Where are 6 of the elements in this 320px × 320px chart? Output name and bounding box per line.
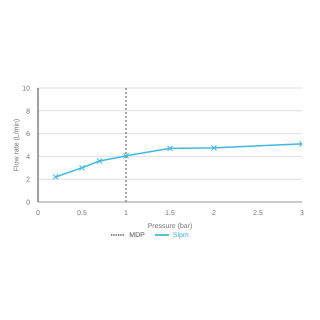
point	[123, 152, 129, 159]
point	[79, 164, 85, 171]
point	[167, 145, 173, 152]
point	[52, 174, 59, 180]
point	[96, 158, 103, 164]
point	[211, 144, 217, 151]
